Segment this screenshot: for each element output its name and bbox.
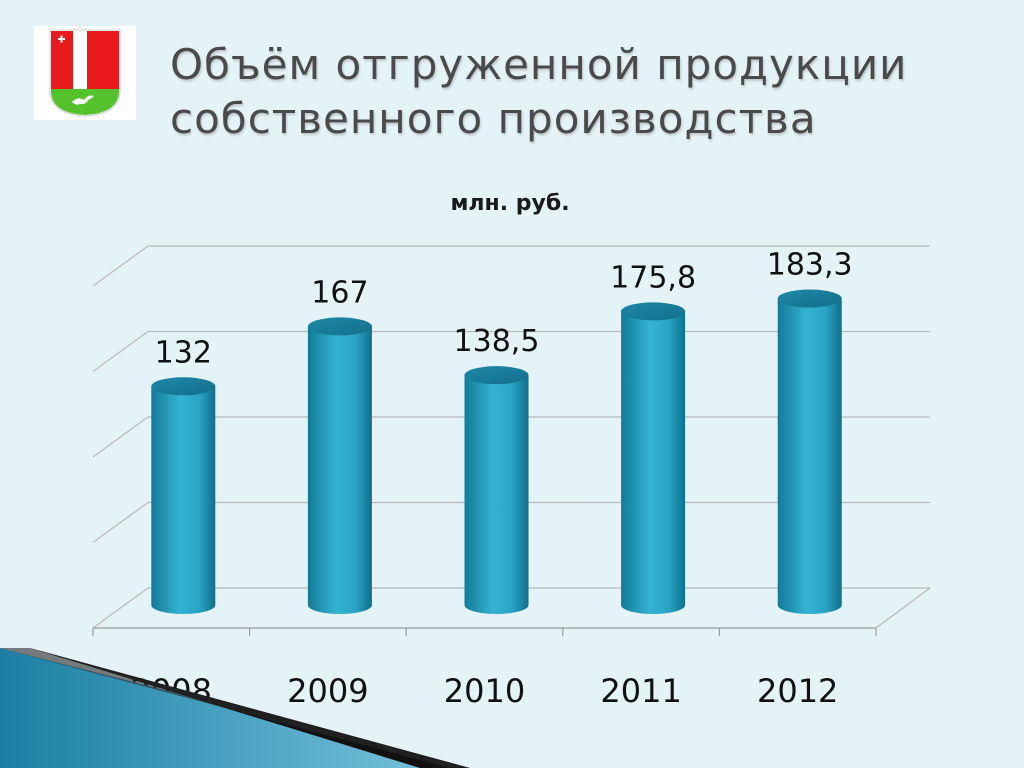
bar-top <box>464 366 529 385</box>
value-label: 132 <box>155 335 212 370</box>
bar-2010 <box>464 366 529 614</box>
slide-title-line-1: Объём отгруженной продукции <box>170 40 908 89</box>
slide-title-line-2: собственного производства <box>170 94 817 143</box>
value-label: 167 <box>311 275 368 310</box>
bar-body <box>151 386 216 614</box>
bar-top <box>307 317 372 336</box>
bar-2009 <box>307 317 372 614</box>
value-label: 183,3 <box>767 248 853 283</box>
slide-title: Объём отгруженной продукции собственного… <box>170 38 990 146</box>
bar-top <box>777 289 842 308</box>
bar-2011 <box>621 302 686 614</box>
x-tick-label: 2012 <box>757 672 838 710</box>
value-labels: 132 167 138,5 175,8 183,3 <box>155 248 853 371</box>
x-tick-label: 2008 <box>131 672 212 710</box>
value-label: 138,5 <box>454 324 540 359</box>
coat-of-arms-emblem <box>34 26 136 120</box>
gridline-side <box>92 502 149 543</box>
shield-icon <box>49 29 121 117</box>
unit-label: млн. руб. <box>450 191 569 216</box>
x-tick-label: 2011 <box>600 672 681 710</box>
gridline-side <box>92 245 149 287</box>
bars <box>151 289 842 614</box>
floor-edge <box>875 587 931 629</box>
bar-body <box>307 326 372 614</box>
bar-2008 <box>151 377 216 614</box>
gridline-side <box>92 587 149 629</box>
x-axis-ticks: 2008 2009 2010 2011 2012 <box>92 628 877 710</box>
bar-body <box>777 298 842 614</box>
bar-2012 <box>777 289 842 614</box>
x-tick-label: 2009 <box>287 672 368 710</box>
gridline-side <box>92 331 149 372</box>
value-label: 175,8 <box>610 260 696 295</box>
x-tick-label: 2010 <box>444 672 525 710</box>
bar-body <box>464 375 529 614</box>
bar-top <box>151 377 216 396</box>
bar-body <box>621 311 686 614</box>
gridline-side <box>92 416 149 458</box>
bar-top <box>621 302 686 321</box>
